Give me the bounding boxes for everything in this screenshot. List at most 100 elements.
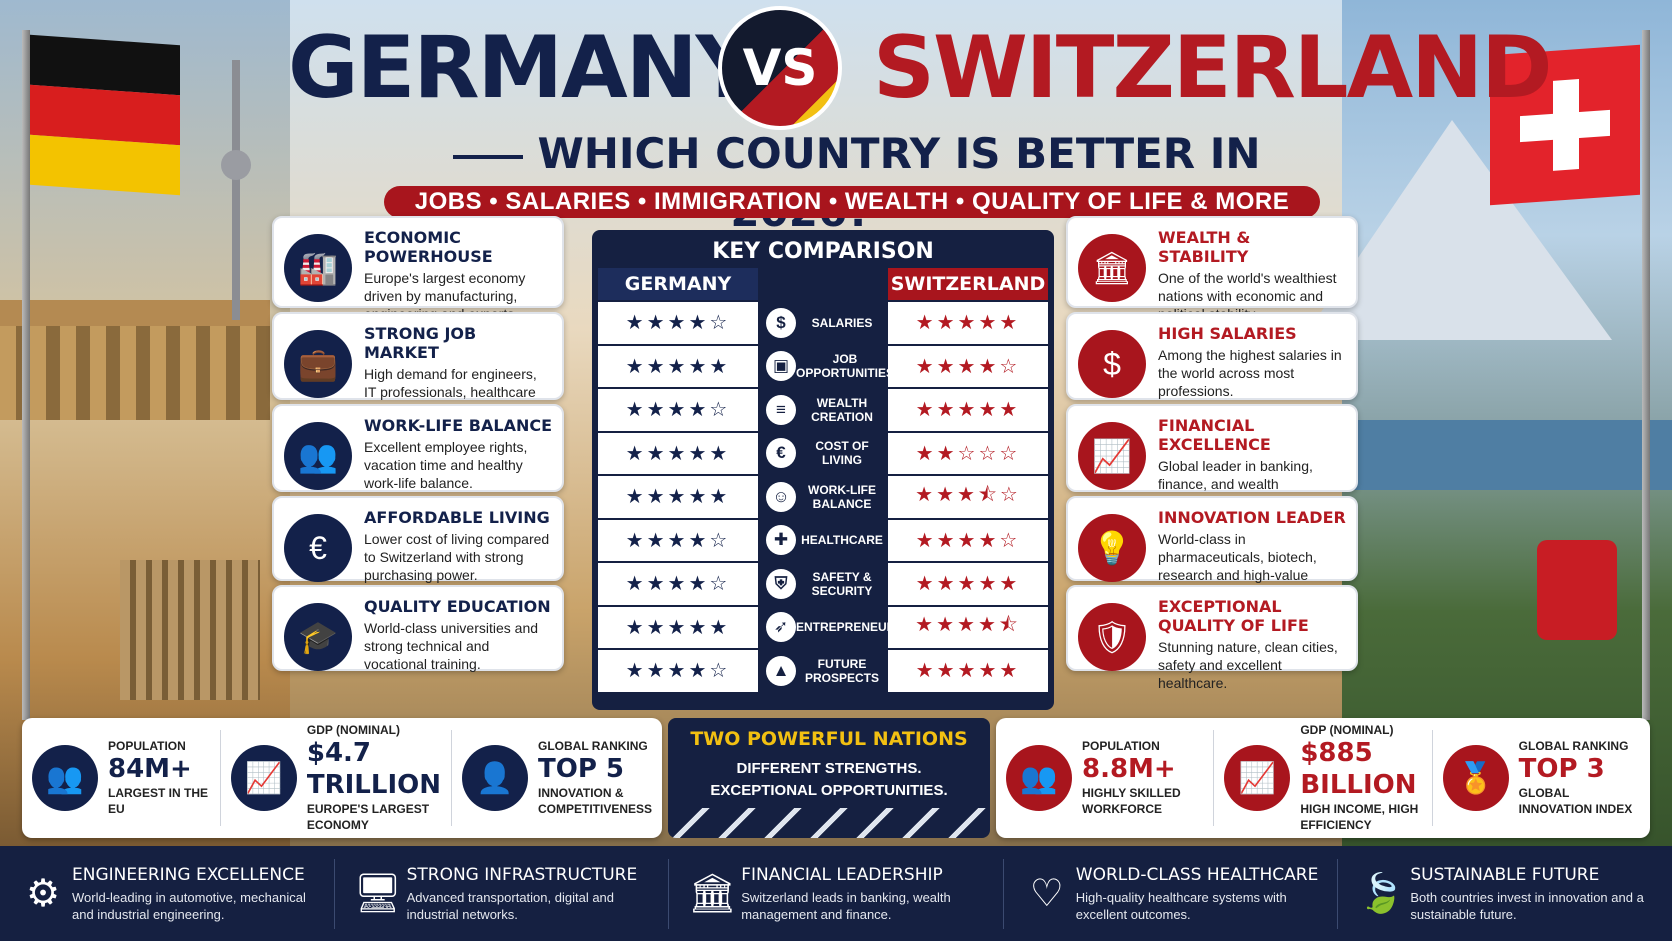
criteria-label: JOB OPPORTUNITIES	[796, 352, 895, 381]
mountain-silhouette	[668, 808, 990, 838]
switzerland-title: SWITZERLAND	[873, 18, 1553, 118]
footer-item: ♡ WORLD-CLASS HEALTHCARE High-quality he…	[1004, 858, 1339, 929]
stat-body: GLOBAL RANKING TOP 5 INNOVATION & COMPET…	[538, 739, 652, 817]
stat-value: 84M+	[108, 754, 192, 784]
factory-icon: 🏭	[284, 234, 352, 302]
switzerland-rating-stars: ★★★★☆	[888, 519, 1048, 561]
chart-up-icon: ▲	[766, 655, 796, 686]
shield-icon: 🛡	[1078, 603, 1146, 671]
comparison-row: ★★★★★ ▣ JOB OPPORTUNITIES ★★★★☆	[598, 343, 1048, 387]
table-header: GERMANY SWITZERLAND	[598, 268, 1048, 300]
switzerland-rating-stars: ★★★⯪☆	[888, 476, 1048, 518]
stat-subtext: HIGHLY SKILLED WORKFORCE	[1082, 786, 1181, 816]
switzerland-rating-stars: ★★★★★	[888, 650, 1048, 692]
germany-feature-card: 💼 STRONG JOB MARKET High demand for engi…	[272, 312, 564, 418]
stat-label: POPULATION	[108, 739, 186, 753]
card-title: WORK-LIFE BALANCE	[364, 416, 553, 435]
money-bag-icon: $	[1078, 330, 1146, 398]
switzerland-rating-stars: ★★☆☆☆	[888, 432, 1048, 474]
people-icon: 👥	[32, 745, 98, 811]
vs-badge: VS	[718, 6, 842, 130]
footer-item-title: STRONG INFRASTRUCTURE	[406, 864, 638, 885]
switzerland-feature-card: 🏛 WEALTH & STABILITY One of the world's …	[1066, 216, 1358, 322]
medical-cross-icon: ✚	[766, 525, 796, 556]
card-text: Excellent employee rights, vacation time…	[364, 439, 528, 491]
card-body: WEALTH & STABILITY One of the world's we…	[1158, 228, 1346, 323]
stat-item: 👤 GLOBAL RANKING TOP 5 INNOVATION & COMP…	[452, 730, 662, 826]
germany-rating-stars: ★★★★☆	[598, 519, 758, 561]
chart-up-icon: 📈	[230, 745, 297, 811]
card-title: INNOVATION LEADER	[1158, 508, 1346, 527]
germany-rating-stars: ★★★★☆	[598, 650, 758, 692]
stat-label: POPULATION	[1082, 739, 1160, 753]
criteria-label: FUTURE PROSPECTS	[804, 656, 879, 685]
footer-item-body: ENGINEERING EXCELLENCE World-leading in …	[72, 865, 320, 923]
stat-subtext: EUROPE'S LARGEST ECONOMY	[306, 802, 430, 832]
stat-subtext: HIGH INCOME, HIGH EFFICIENCY	[1300, 802, 1419, 832]
switzerland-feature-card: 📈 FINANCIAL EXCELLENCE Global leader in …	[1066, 404, 1358, 510]
criteria-label: SALARIES	[811, 315, 873, 330]
bank-icon: 🏛	[1078, 234, 1146, 302]
heart-pulse-icon: ♡	[1029, 873, 1064, 915]
germany-feature-card: 🏭 ECONOMIC POWERHOUSE Europe's largest e…	[272, 216, 564, 322]
stat-item: 👥 POPULATION 8.8M+ HIGHLY SKILLED WORKFO…	[996, 730, 1215, 826]
people-icon: 👥	[284, 422, 352, 490]
switzerland-rating-stars: ★★★★★	[888, 389, 1048, 431]
briefcase-icon: 💼	[284, 330, 352, 398]
switzerland-feature-card: $ HIGH SALARIES Among the highest salari…	[1066, 312, 1358, 400]
footer-item-text: Both countries invest in innovation and …	[1410, 889, 1644, 922]
card-title: AFFORDABLE LIVING	[364, 508, 550, 527]
comparison-row: ★★★★☆ ⛨ SAFETY & SECURITY ★★★★★	[598, 561, 1048, 605]
stat-item: 📈 GDP (NOMINAL) $885 BILLION HIGH INCOME…	[1214, 723, 1433, 832]
switzerland-stats-bar: 👥 POPULATION 8.8M+ HIGHLY SKILLED WORKFO…	[996, 718, 1650, 838]
card-body: AFFORDABLE LIVING Lower cost of living c…	[364, 508, 552, 584]
footer-item: ⚙ ENGINEERING EXCELLENCE World-leading i…	[0, 858, 335, 929]
footer-item-text: High-quality healthcare systems with exc…	[1075, 889, 1287, 922]
card-text: Among the highest salaries in the world …	[1158, 347, 1342, 399]
criteria-cell: ✚ HEALTHCARE	[758, 519, 888, 561]
germany-feature-card: 👥 WORK-LIFE BALANCE Excellent employee r…	[272, 404, 564, 492]
award-icon: 🏅	[1442, 745, 1509, 811]
alpine-lake	[1342, 420, 1672, 490]
monitor-icon: 🖥	[353, 872, 402, 915]
criteria-label: SAFETY & SECURITY	[811, 569, 873, 598]
card-title: EXCEPTIONAL QUALITY OF LIFE	[1158, 597, 1309, 635]
stat-label: GLOBAL RANKING	[1518, 739, 1629, 753]
card-title: STRONG JOB MARKET	[364, 324, 477, 362]
card-title: WEALTH & STABILITY	[1158, 228, 1251, 266]
card-text: Lower cost of living compared to Switzer…	[364, 531, 550, 583]
comparison-row: ★★★★☆ ✚ HEALTHCARE ★★★★☆	[598, 517, 1048, 561]
coins-icon: ≡	[766, 394, 796, 425]
tv-tower-sphere	[221, 150, 251, 180]
stat-subtext: GLOBAL INNOVATION INDEX	[1518, 786, 1633, 816]
criteria-cell: ≡ WEALTH CREATION	[758, 389, 888, 431]
card-body: WORK-LIFE BALANCE Excellent employee rig…	[364, 416, 552, 492]
card-body: EXCEPTIONAL QUALITY OF LIFE Stunning nat…	[1158, 597, 1346, 692]
comparison-row: ★★★★☆ ≡ WEALTH CREATION ★★★★★	[598, 387, 1048, 431]
tagline-banner: JOBS • SALARIES • IMMIGRATION • WEALTH •…	[384, 186, 1320, 218]
table-title: KEY COMPARISON	[712, 239, 934, 264]
card-title: FINANCIAL EXCELLENCE	[1158, 416, 1271, 454]
germany-stats-bar: 👥 POPULATION 84M+ LARGEST IN THE EU 📈 GD…	[22, 718, 662, 838]
stat-label: GDP (NOMINAL)	[1300, 723, 1394, 737]
comparison-row: ★★★★☆ $ SALARIES ★★★★★	[598, 300, 1048, 344]
germany-title: GERMANY	[288, 18, 758, 118]
criteria-cell: ➶ ENTREPRENEURSHIP	[758, 606, 923, 648]
card-title: ECONOMIC POWERHOUSE	[364, 228, 493, 266]
switzerland-rating-stars: ★★★★★	[888, 302, 1048, 344]
stat-value: $4.7 TRILLION	[306, 738, 441, 800]
switzerland-feature-card: 💡 INNOVATION LEADER World-class in pharm…	[1066, 496, 1358, 601]
stat-item: 🏅 GLOBAL RANKING TOP 3 GLOBAL INNOVATION…	[1433, 730, 1650, 826]
germany-rating-stars: ★★★★★	[598, 345, 758, 387]
footer-item-text: Switzerland leads in banking, wealth man…	[741, 889, 951, 922]
footer-item-text: Advanced transportation, digital and ind…	[406, 889, 615, 922]
footer-item-title: SUSTAINABLE FUTURE	[1410, 864, 1600, 885]
criteria-label: WORK-LIFE BALANCE	[808, 482, 876, 511]
footer-item-text: World-leading in automotive, mechanical …	[72, 889, 306, 922]
criteria-cell: $ SALARIES	[758, 302, 888, 344]
germany-feature-card: 🎓 QUALITY EDUCATION World-class universi…	[272, 585, 564, 673]
card-text: Stunning nature, clean cities, safety an…	[1158, 639, 1338, 691]
criteria-label: HEALTHCARE	[801, 533, 883, 548]
card-body: QUALITY EDUCATION World-class universiti…	[364, 597, 552, 673]
germany-rating-stars: ★★★★★	[598, 476, 758, 518]
